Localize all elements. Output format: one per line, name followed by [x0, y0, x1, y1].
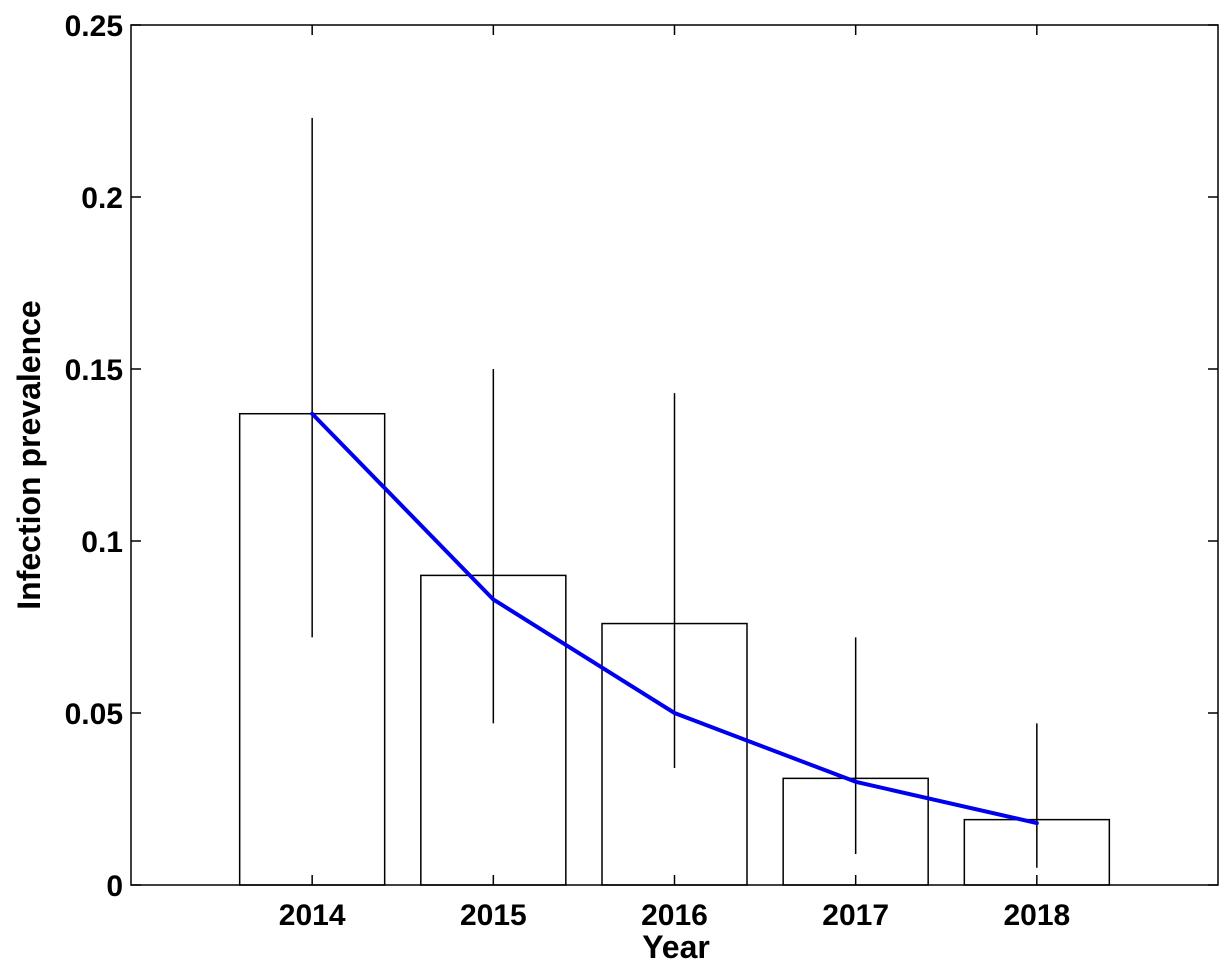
y-tick-label: 0.15 — [65, 354, 123, 387]
y-tick-label: 0.2 — [81, 182, 123, 215]
y-tick-label: 0.25 — [65, 10, 123, 43]
y-axis-label: Infection prevalence — [11, 300, 47, 609]
x-axis-label: Year — [642, 929, 710, 962]
x-tick-label: 2015 — [460, 899, 527, 932]
y-tick-label: 0 — [106, 870, 123, 903]
x-tick-label: 2016 — [641, 899, 708, 932]
y-tick-label: 0.1 — [81, 526, 123, 559]
y-tick-label: 0.05 — [65, 698, 123, 731]
x-tick-label: 2018 — [1003, 899, 1070, 932]
x-tick-label: 2017 — [822, 899, 889, 932]
trend-line-group — [310, 411, 1039, 826]
trend-line — [310, 411, 1039, 826]
x-tick-label: 2014 — [279, 899, 346, 932]
tick-label-group: 0 0.05 0.1 0.15 0.2 0.25 2014 2015 2016 2017 2018 — [65, 10, 1071, 932]
axes — [130, 24, 1219, 886]
error-bar-group — [311, 117, 1038, 868]
